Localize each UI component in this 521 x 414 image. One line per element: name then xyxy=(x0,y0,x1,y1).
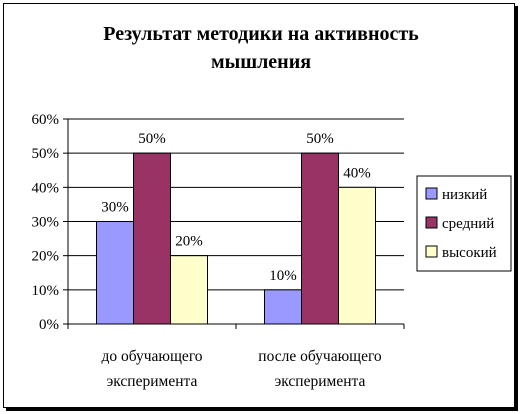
data-label: 30% xyxy=(101,200,129,216)
axes: 0% 10% 20% 30% 40% 50% 60% xyxy=(32,112,405,333)
chart-title-line: Результат методики на активность xyxy=(103,23,419,45)
category-label: после обучающего xyxy=(258,348,382,365)
bar xyxy=(264,289,302,325)
data-label: 40% xyxy=(343,165,371,181)
y-tick-label: 10% xyxy=(32,283,60,299)
y-tick-label: 20% xyxy=(32,249,60,265)
legend-label: средний xyxy=(442,216,494,232)
bar xyxy=(170,255,208,325)
bar-chart: Результат методики на активность мышления… xyxy=(32,23,512,390)
y-tick-label: 50% xyxy=(32,146,60,162)
legend-swatch xyxy=(425,245,438,258)
category-label: до обучающего xyxy=(101,348,202,365)
legend: низкий средний высокий xyxy=(416,175,512,272)
legend-swatch xyxy=(425,187,438,200)
data-labels: 30% 50% 20% 10% 50% 40% xyxy=(101,131,371,284)
category-labels: до обучающего эксперимента после обучающег… xyxy=(101,348,381,390)
bar xyxy=(338,186,376,325)
bar xyxy=(96,221,134,325)
y-tick-label: 30% xyxy=(32,215,60,231)
y-tick-label: 60% xyxy=(32,112,60,128)
bars xyxy=(96,152,376,325)
data-label: 20% xyxy=(175,234,203,250)
data-label: 50% xyxy=(306,131,334,147)
chart-title: Результат методики на активность мышления xyxy=(103,23,419,73)
category-label: эксперимента xyxy=(275,373,366,390)
category-label: эксперимента xyxy=(107,373,198,390)
y-tick-label: 40% xyxy=(32,180,60,196)
legend-label: низкий xyxy=(442,187,487,203)
legend-label: высокий xyxy=(442,245,497,261)
y-tick-label: 0% xyxy=(39,317,59,333)
data-label: 10% xyxy=(269,268,297,284)
legend-swatch xyxy=(425,216,438,229)
chart-frame: Результат методики на активность мышления… xyxy=(3,3,515,408)
data-label: 50% xyxy=(138,131,166,147)
bar xyxy=(133,152,171,325)
chart-title-line: мышления xyxy=(211,51,311,73)
bar xyxy=(301,152,339,325)
